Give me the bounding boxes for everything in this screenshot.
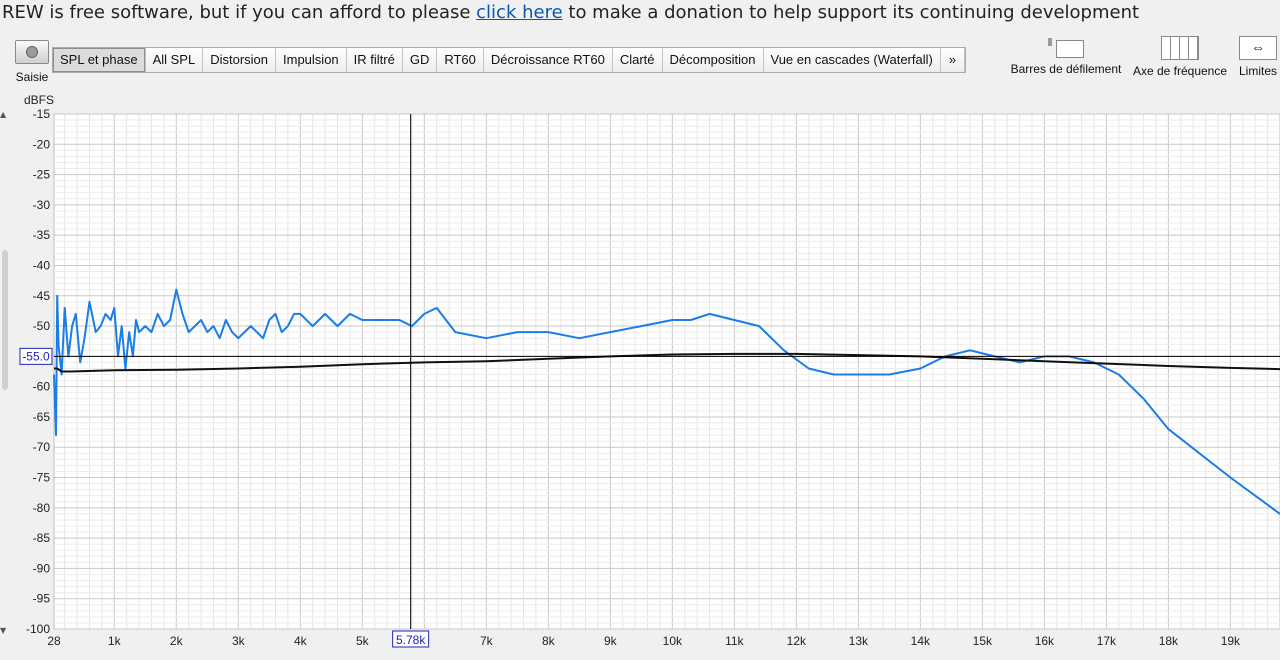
y-tick-label: -20	[33, 137, 51, 151]
arrows-expand-icon: ⇔	[1239, 36, 1277, 60]
y-tick-label: -100	[26, 622, 50, 636]
tab-gd[interactable]: GD	[402, 48, 438, 72]
y-tick-label: -75	[33, 471, 51, 485]
banner-text-post: to make a donation to help support its c…	[562, 2, 1140, 23]
y-tick-label: -85	[33, 531, 51, 545]
camera-icon	[15, 40, 49, 64]
x-tick-label: 5k	[356, 634, 370, 648]
spl-curve	[53, 288, 1280, 515]
scrollbars-icon	[1048, 38, 1084, 58]
y-tick-label: -35	[33, 228, 51, 242]
y-tick-label: -15	[33, 107, 51, 121]
scrollbars-label: Barres de défilement	[1010, 62, 1122, 76]
tab-impulse[interactable]: Impulsion	[276, 48, 347, 72]
y-tick-label: -65	[33, 410, 51, 424]
tab-rt60[interactable]: RT60	[437, 48, 484, 72]
y-tick-label: -80	[33, 501, 51, 515]
x-tick-label: 15k	[973, 634, 993, 648]
capture-label: Saisie	[15, 70, 49, 84]
grid-lines	[54, 113, 1280, 630]
x-tick-label: 14k	[911, 634, 931, 648]
tab-rt60-decay[interactable]: Décroissance RT60	[483, 48, 613, 72]
scroll-down-icon[interactable]: ▼	[0, 626, 7, 635]
banner-text-pre: REW is free software, but if you can aff…	[2, 2, 477, 23]
more-tabs-button[interactable]: »	[940, 48, 966, 72]
x-tick-label: 18k	[1159, 634, 1179, 648]
y-cursor-readout: -55.0	[22, 349, 50, 363]
x-tick-label: 13k	[849, 634, 869, 648]
frequency-axis-icon	[1161, 36, 1199, 60]
x-tick-label: 28	[47, 634, 61, 648]
x-tick-label: 7k	[480, 634, 494, 648]
x-tick-label: 11k	[725, 634, 744, 648]
x-cursor-readout: 5.78k	[396, 633, 426, 647]
vertical-scrollbar[interactable]: ▲ ▼	[0, 110, 10, 640]
x-tick-label: 9k	[604, 634, 618, 648]
scroll-thumb[interactable]	[2, 250, 8, 390]
y-tick-label: -70	[33, 440, 51, 454]
x-tick-label: 19k	[1221, 634, 1241, 648]
tab-clarity[interactable]: Clarté	[612, 48, 663, 72]
x-tick-label: 10k	[663, 634, 683, 648]
plot-area	[53, 113, 1280, 630]
limits-label: Limites	[1238, 64, 1277, 78]
y-tick-label: -60	[33, 380, 51, 394]
tab-waterfall[interactable]: Vue en cascades (Waterfall)	[763, 48, 941, 72]
cursor[interactable]: 5.78k -55.0	[19, 114, 1280, 648]
x-tick-label: 12k	[787, 634, 807, 648]
toolbar: Saisie SPL et phase All SPL Distorsion I…	[0, 32, 1280, 88]
limits-button[interactable]: ⇔ Limites	[1233, 36, 1280, 78]
x-tick-label: 4k	[294, 634, 308, 648]
graph-tabs: SPL et phase All SPL Distorsion Impulsio…	[52, 47, 967, 73]
frequency-axis-button[interactable]: Axe de fréquence	[1128, 36, 1232, 78]
tab-distortion[interactable]: Distorsion	[203, 48, 277, 72]
y-tick-label: -30	[33, 198, 51, 212]
y-axis-label: dBFS	[24, 93, 54, 107]
x-tick-label: 17k	[1097, 634, 1117, 648]
y-tick-label: -45	[33, 289, 51, 303]
y-axis: -15-20-25-30-35-40-45-50-55-60-65-70-75-…	[26, 107, 50, 636]
y-tick-label: -95	[33, 592, 51, 606]
x-tick-label: 1k	[108, 634, 122, 648]
y-tick-label: -50	[33, 319, 51, 333]
x-axis: 28 1k 2k 3k 4k 5k 7k 8k 9k 10k 11k 12k 13k 14k 15k 16k 1…	[47, 634, 1241, 648]
scroll-up-icon[interactable]: ▲	[0, 110, 7, 119]
tab-all-spl[interactable]: All SPL	[145, 48, 204, 72]
tab-decomposition[interactable]: Décomposition	[662, 48, 764, 72]
x-tick-label: 3k	[232, 634, 246, 648]
x-tick-label: 2k	[170, 634, 184, 648]
x-tick-label: 16k	[1035, 634, 1055, 648]
frequency-axis-label: Axe de fréquence	[1132, 64, 1228, 78]
y-tick-label: -40	[33, 258, 51, 272]
x-tick-label: 8k	[542, 634, 556, 648]
capture-button[interactable]: Saisie	[8, 38, 56, 84]
reference-curve	[54, 352, 1280, 373]
y-tick-label: -25	[33, 168, 51, 182]
y-tick-label: -90	[33, 561, 51, 575]
scrollbars-button[interactable]: Barres de défilement	[1004, 36, 1128, 76]
x-cursor-box	[392, 630, 430, 648]
spl-graph[interactable]: -15-20-25-30-35-40-45-50-55-60-65-70-75-…	[0, 88, 1280, 660]
tab-spl-phase[interactable]: SPL et phase	[53, 48, 146, 72]
donation-link[interactable]: click here	[476, 2, 563, 23]
tab-filtered-ir[interactable]: IR filtré	[346, 48, 403, 72]
donation-banner: REW is free software, but if you can aff…	[0, 0, 1280, 28]
y-cursor-box	[19, 347, 53, 365]
series-lines	[53, 288, 1280, 515]
